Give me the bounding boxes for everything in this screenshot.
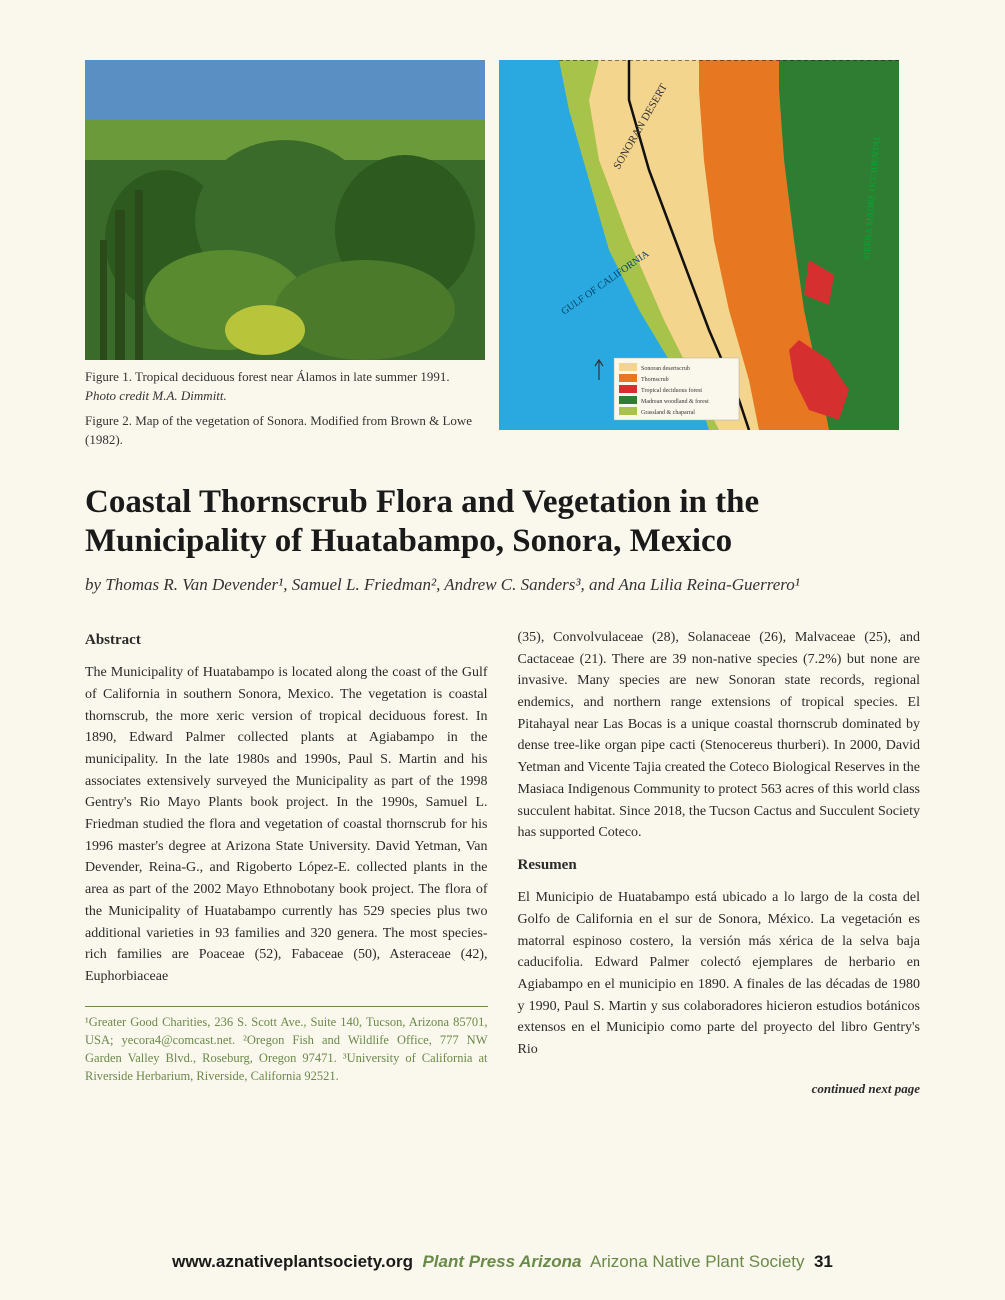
figure-1-caption: Figure 1. Tropical deciduous forest near…	[85, 368, 485, 406]
column-right: (35), Convolvulaceae (28), Solanaceae (2…	[518, 627, 921, 1109]
figure-2-label: Figure 2.	[85, 413, 132, 428]
figure-1-label: Figure 1.	[85, 369, 132, 384]
svg-text:Sonoran desertscrub: Sonoran desertscrub	[641, 366, 690, 372]
svg-text:Madrean woodland & forest: Madrean woodland & forest	[641, 398, 709, 405]
figure-1-column: Figure 1. Tropical deciduous forest near…	[85, 60, 485, 455]
figure-2-caption: Figure 2. Map of the vegetation of Sonor…	[85, 412, 485, 450]
authors-names: Thomas R. Van Devender¹, Samuel L. Fried…	[105, 575, 800, 594]
body-columns: Abstract The Municipality of Huatabampo …	[85, 627, 920, 1109]
figure-2-map: SONORAN DESERT GULF OF CALIFORNIA SIERRA…	[499, 60, 899, 430]
figure-1-image	[85, 60, 485, 360]
authors-prefix: by	[85, 575, 105, 594]
footer-page-number: 31	[814, 1252, 833, 1271]
footer-site: www.aznativeplantsociety.org	[172, 1252, 413, 1271]
continued-label: continued next page	[518, 1079, 921, 1099]
resumen-heading: Resumen	[518, 854, 921, 877]
affiliations: ¹Greater Good Charities, 236 S. Scott Av…	[85, 1006, 488, 1086]
abstract-heading: Abstract	[85, 629, 488, 652]
abstract-continuation: (35), Convolvulaceae (28), Solanaceae (2…	[518, 627, 921, 844]
svg-text:Tropical deciduous forest: Tropical deciduous forest	[641, 387, 702, 394]
resumen-text: El Municipio de Huatabampo está ubicado …	[518, 887, 921, 1061]
abstract-text: The Municipality of Huatabampo is locate…	[85, 662, 488, 987]
authors-line: by Thomas R. Van Devender¹, Samuel L. Fr…	[85, 573, 920, 597]
column-left: Abstract The Municipality of Huatabampo …	[85, 627, 488, 1109]
svg-text:Grassland & chaparral: Grassland & chaparral	[641, 410, 695, 416]
page-footer: www.aznativeplantsociety.org Plant Press…	[0, 1252, 1005, 1272]
figure-1-text: Tropical deciduous forest near Álamos in…	[135, 369, 450, 384]
article-title: Coastal Thornscrub Flora and Vegetation …	[85, 483, 920, 561]
footer-society: Arizona Native Plant Society	[590, 1252, 805, 1271]
figures-row: Figure 1. Tropical deciduous forest near…	[85, 60, 920, 455]
figure-2-text: Map of the vegetation of Sonora. Modifie…	[85, 413, 472, 447]
footer-publication: Plant Press Arizona	[422, 1252, 581, 1271]
figure-captions: Figure 1. Tropical deciduous forest near…	[85, 368, 485, 455]
figure-1-credit: Photo credit M.A. Dimmitt.	[85, 388, 227, 403]
svg-text:Thornscrub: Thornscrub	[641, 377, 669, 383]
